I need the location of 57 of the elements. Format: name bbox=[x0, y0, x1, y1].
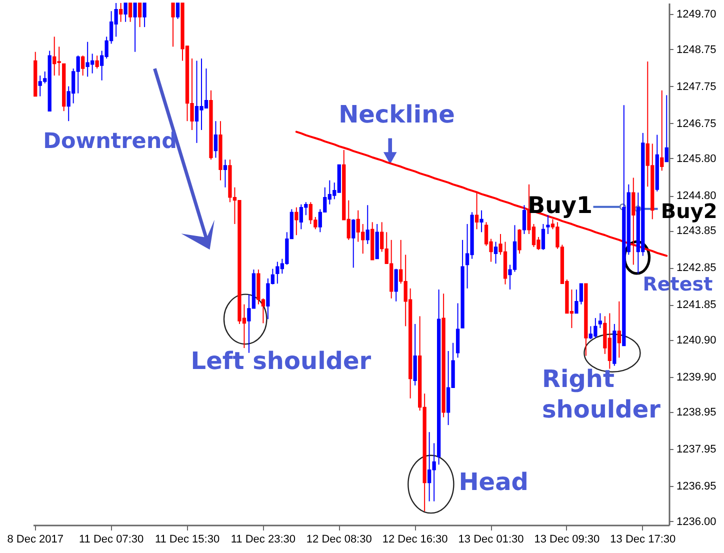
series-label: Neckline bbox=[338, 100, 455, 128]
x-tick-label: 12 Dec 16:30 bbox=[382, 534, 448, 546]
candlestick bbox=[171, 2, 175, 48]
x-tick-label: 11 Dec 07:30 bbox=[79, 534, 144, 546]
candlestick bbox=[366, 204, 370, 245]
candlestick bbox=[660, 90, 664, 172]
candlestick bbox=[352, 218, 356, 268]
y-tick-label: 1248.75 bbox=[676, 44, 716, 56]
y-tick-label: 1238.95 bbox=[676, 406, 716, 419]
annotation: Head bbox=[458, 468, 528, 496]
y-tick-label: 1244.80 bbox=[676, 190, 716, 202]
annotation: Left shoulder bbox=[190, 346, 372, 375]
y-tick-label: 1242.85 bbox=[676, 262, 716, 274]
candlestick bbox=[176, 2, 180, 20]
annotation: Right shoulder bbox=[542, 364, 661, 424]
annotation: Downtrend bbox=[43, 129, 178, 154]
candlestick bbox=[664, 94, 668, 162]
x-tick-label: 13 Dec 17:30 bbox=[610, 534, 676, 546]
candlestick bbox=[223, 159, 228, 188]
candlestick bbox=[128, 2, 132, 22]
x-tick-label: 11 Dec 15:30 bbox=[154, 534, 220, 546]
candlestick bbox=[598, 312, 602, 329]
candlestick bbox=[518, 228, 522, 254]
candlestick bbox=[394, 268, 398, 302]
candlestick bbox=[133, 2, 137, 52]
annotation: Buy1 bbox=[528, 192, 592, 219]
candlestick bbox=[294, 206, 298, 236]
x-tick-label: 12 Dec 08:30 bbox=[306, 534, 372, 546]
y-tick-label: 1243.85 bbox=[676, 225, 716, 238]
candlestick bbox=[142, 2, 146, 28]
candlestick bbox=[214, 120, 218, 158]
y-tick-label: 1236.95 bbox=[676, 480, 716, 493]
candlestick bbox=[541, 224, 546, 250]
x-tick-label: 13 Dec 09:30 bbox=[534, 534, 600, 546]
candlestick bbox=[81, 55, 85, 76]
candlestick bbox=[474, 192, 479, 230]
candlestick bbox=[494, 241, 498, 264]
y-tick-label: 1247.75 bbox=[676, 80, 716, 93]
candlestick bbox=[617, 300, 621, 358]
y-tick-label: 1249.70 bbox=[676, 8, 716, 21]
candlestick bbox=[95, 55, 99, 70]
y-tick-label: 1237.95 bbox=[676, 444, 716, 456]
candlestick bbox=[456, 302, 460, 358]
x-tick-label: 11 Dec 23:30 bbox=[230, 534, 296, 546]
candlestick bbox=[480, 210, 484, 233]
y-tick-label: 1241.85 bbox=[676, 299, 716, 312]
candlestick bbox=[118, 2, 123, 22]
candlestick bbox=[138, 2, 142, 28]
y-tick-label: 1246.75 bbox=[676, 118, 716, 130]
y-tick-label: 1236.00 bbox=[676, 516, 716, 528]
y-tick-label: 1239.90 bbox=[676, 371, 716, 384]
x-tick-label: 13 Dec 01:30 bbox=[458, 534, 524, 546]
x-tick-label: 8 Dec 2017 bbox=[7, 534, 64, 546]
y-tick-label: 1240.90 bbox=[676, 334, 716, 346]
candlestick bbox=[124, 2, 128, 22]
y-tick-label: 1245.80 bbox=[676, 152, 716, 165]
candlestick bbox=[522, 204, 526, 235]
